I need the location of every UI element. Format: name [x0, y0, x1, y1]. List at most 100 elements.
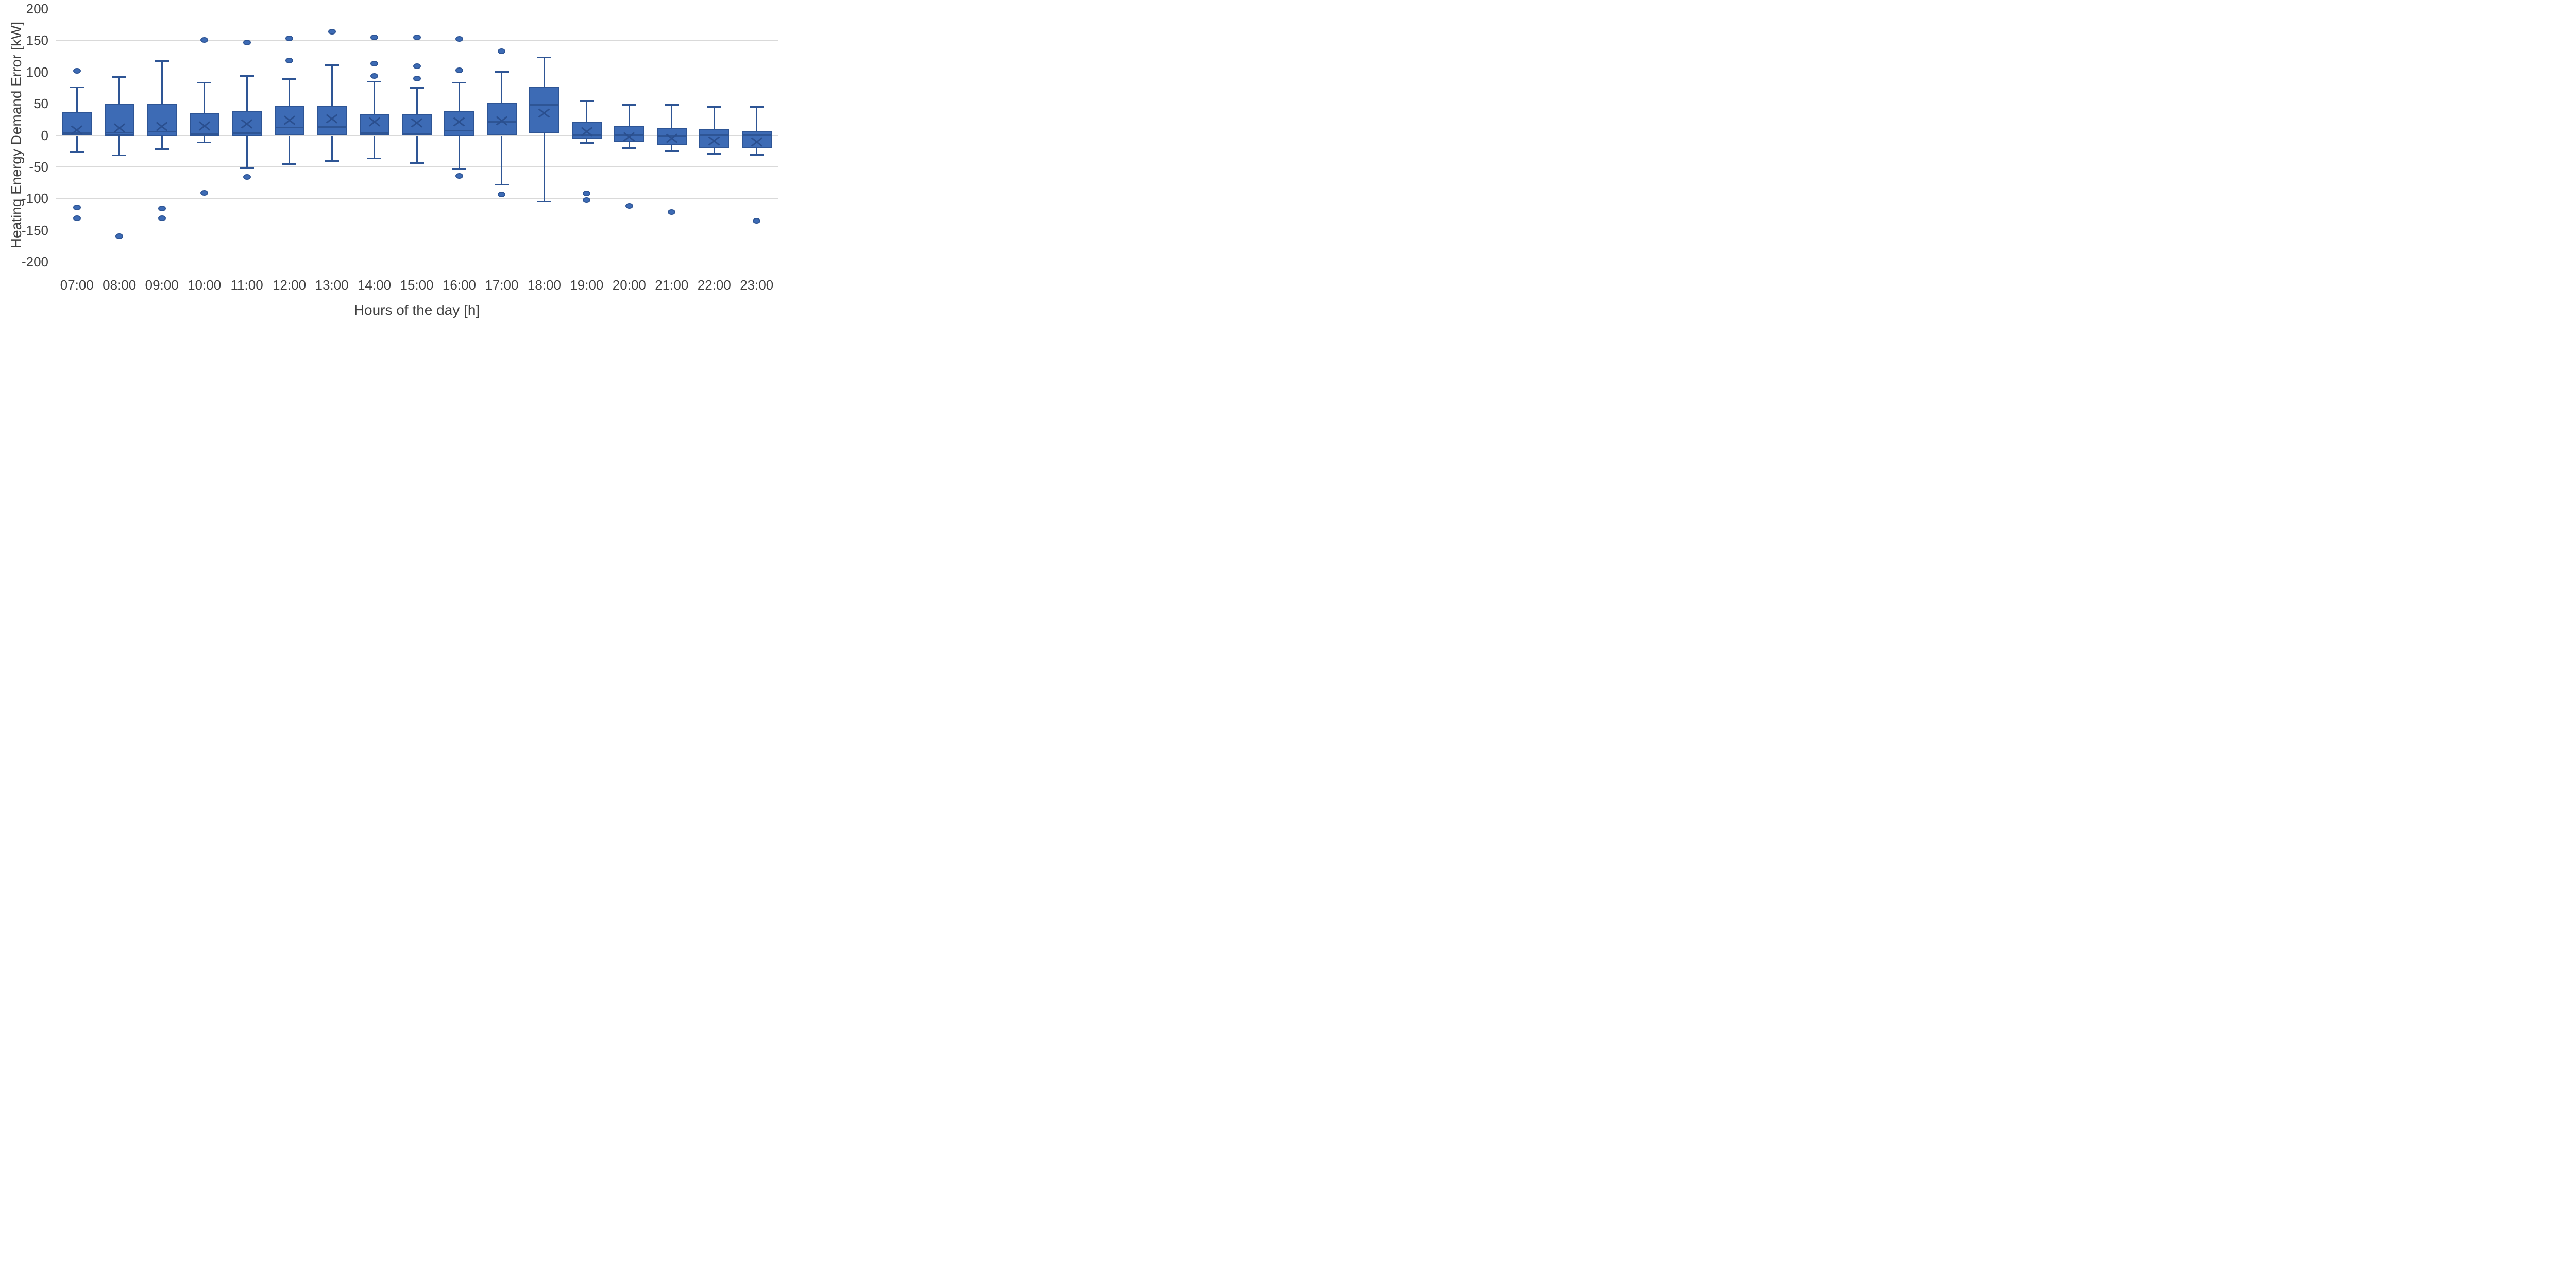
median-line — [318, 126, 346, 128]
lower-whisker — [756, 148, 758, 155]
median-line — [233, 132, 261, 134]
outlier-dot — [243, 39, 251, 45]
median-line — [657, 135, 686, 137]
upper-whisker-cap — [367, 80, 382, 82]
box-16:00 — [444, 111, 474, 136]
x-tick-label: 12:00 — [273, 277, 307, 293]
lower-whisker-cap — [622, 147, 636, 149]
lower-whisker-cap — [155, 148, 169, 150]
lower-whisker — [246, 136, 248, 168]
mean-marker — [113, 122, 126, 133]
upper-whisker — [204, 82, 206, 113]
box-20:00 — [614, 126, 645, 142]
upper-whisker — [458, 82, 460, 111]
upper-whisker — [416, 88, 418, 114]
y-tick-label: 150 — [26, 32, 48, 48]
median-line — [572, 134, 601, 136]
x-tick-label: 11:00 — [230, 277, 263, 293]
median-line — [275, 127, 303, 129]
lower-whisker — [416, 135, 418, 163]
lower-whisker-cap — [537, 200, 551, 202]
lower-whisker-cap — [707, 153, 721, 155]
outlier-dot — [285, 36, 294, 42]
median-line — [63, 132, 91, 134]
upper-whisker — [671, 105, 673, 128]
upper-whisker-cap — [325, 64, 339, 66]
lower-whisker-cap — [410, 162, 424, 164]
mean-marker — [410, 116, 423, 128]
lower-whisker — [671, 144, 673, 151]
x-tick-label: 21:00 — [655, 277, 689, 293]
outlier-dot — [243, 174, 251, 180]
outlier-dot — [498, 48, 506, 54]
y-tick-label: 100 — [26, 64, 48, 80]
lower-whisker-cap — [452, 168, 466, 171]
x-tick-label: 16:00 — [442, 277, 476, 293]
upper-whisker — [374, 81, 376, 114]
upper-whisker — [628, 105, 630, 127]
median-line — [742, 134, 771, 136]
upper-whisker-cap — [665, 104, 679, 106]
x-tick-label: 17:00 — [485, 277, 519, 293]
lower-whisker-cap — [112, 155, 127, 157]
x-tick-label: 10:00 — [188, 277, 222, 293]
x-tick-label: 07:00 — [60, 277, 94, 293]
upper-whisker — [501, 72, 503, 103]
upper-whisker-cap — [580, 100, 594, 102]
outlier-dot — [115, 233, 124, 240]
lower-whisker — [543, 133, 545, 202]
median-line — [403, 133, 431, 135]
upper-whisker-cap — [452, 82, 466, 84]
box-14:00 — [359, 113, 389, 136]
outlier-dot — [370, 73, 379, 79]
lower-whisker — [331, 135, 333, 161]
y-tick-label: 0 — [41, 127, 48, 143]
mean-marker — [622, 130, 636, 142]
y-tick-label: 50 — [33, 96, 48, 112]
mean-marker — [707, 135, 721, 146]
lower-whisker — [501, 135, 503, 185]
mean-marker — [452, 116, 466, 127]
box-23:00 — [741, 130, 772, 149]
outlier-dot — [370, 61, 379, 67]
outlier-dot — [158, 215, 166, 221]
box-22:00 — [699, 129, 730, 148]
upper-whisker — [586, 101, 588, 122]
x-tick-label: 14:00 — [357, 277, 392, 293]
upper-whisker-cap — [495, 71, 509, 73]
lower-whisker — [289, 135, 291, 164]
upper-whisker-cap — [70, 86, 84, 88]
lower-whisker-cap — [70, 150, 84, 153]
outlier-dot — [583, 197, 591, 204]
outlier-dot — [753, 217, 761, 224]
lower-whisker-cap — [367, 158, 382, 160]
median-line — [360, 132, 388, 134]
lower-whisker — [118, 135, 121, 156]
mean-marker — [155, 121, 168, 131]
outlier-dot — [285, 58, 294, 64]
x-tick-label: 13:00 — [315, 277, 349, 293]
mean-marker — [368, 116, 381, 127]
lower-whisker-cap — [282, 163, 297, 165]
lower-whisker — [374, 135, 376, 159]
outlier-dot — [200, 37, 209, 43]
x-tick-label: 19:00 — [570, 277, 604, 293]
outlier-dot — [370, 34, 379, 40]
lower-whisker-cap — [580, 142, 594, 144]
outlier-dot — [583, 190, 591, 196]
gridline — [56, 166, 778, 167]
outlier-dot — [455, 173, 463, 179]
outlier-dot — [668, 209, 676, 215]
upper-whisker — [713, 107, 715, 130]
y-tick-label: -50 — [29, 159, 48, 175]
x-tick-label: 22:00 — [697, 277, 731, 293]
upper-whisker — [543, 57, 545, 88]
upper-whisker — [76, 87, 78, 113]
mean-marker — [325, 113, 338, 124]
outlier-dot — [413, 63, 421, 70]
x-tick-label: 18:00 — [527, 277, 561, 293]
upper-whisker — [756, 107, 758, 131]
upper-whisker-cap — [750, 106, 764, 108]
outlier-dot — [73, 215, 81, 221]
gridline — [56, 198, 778, 199]
